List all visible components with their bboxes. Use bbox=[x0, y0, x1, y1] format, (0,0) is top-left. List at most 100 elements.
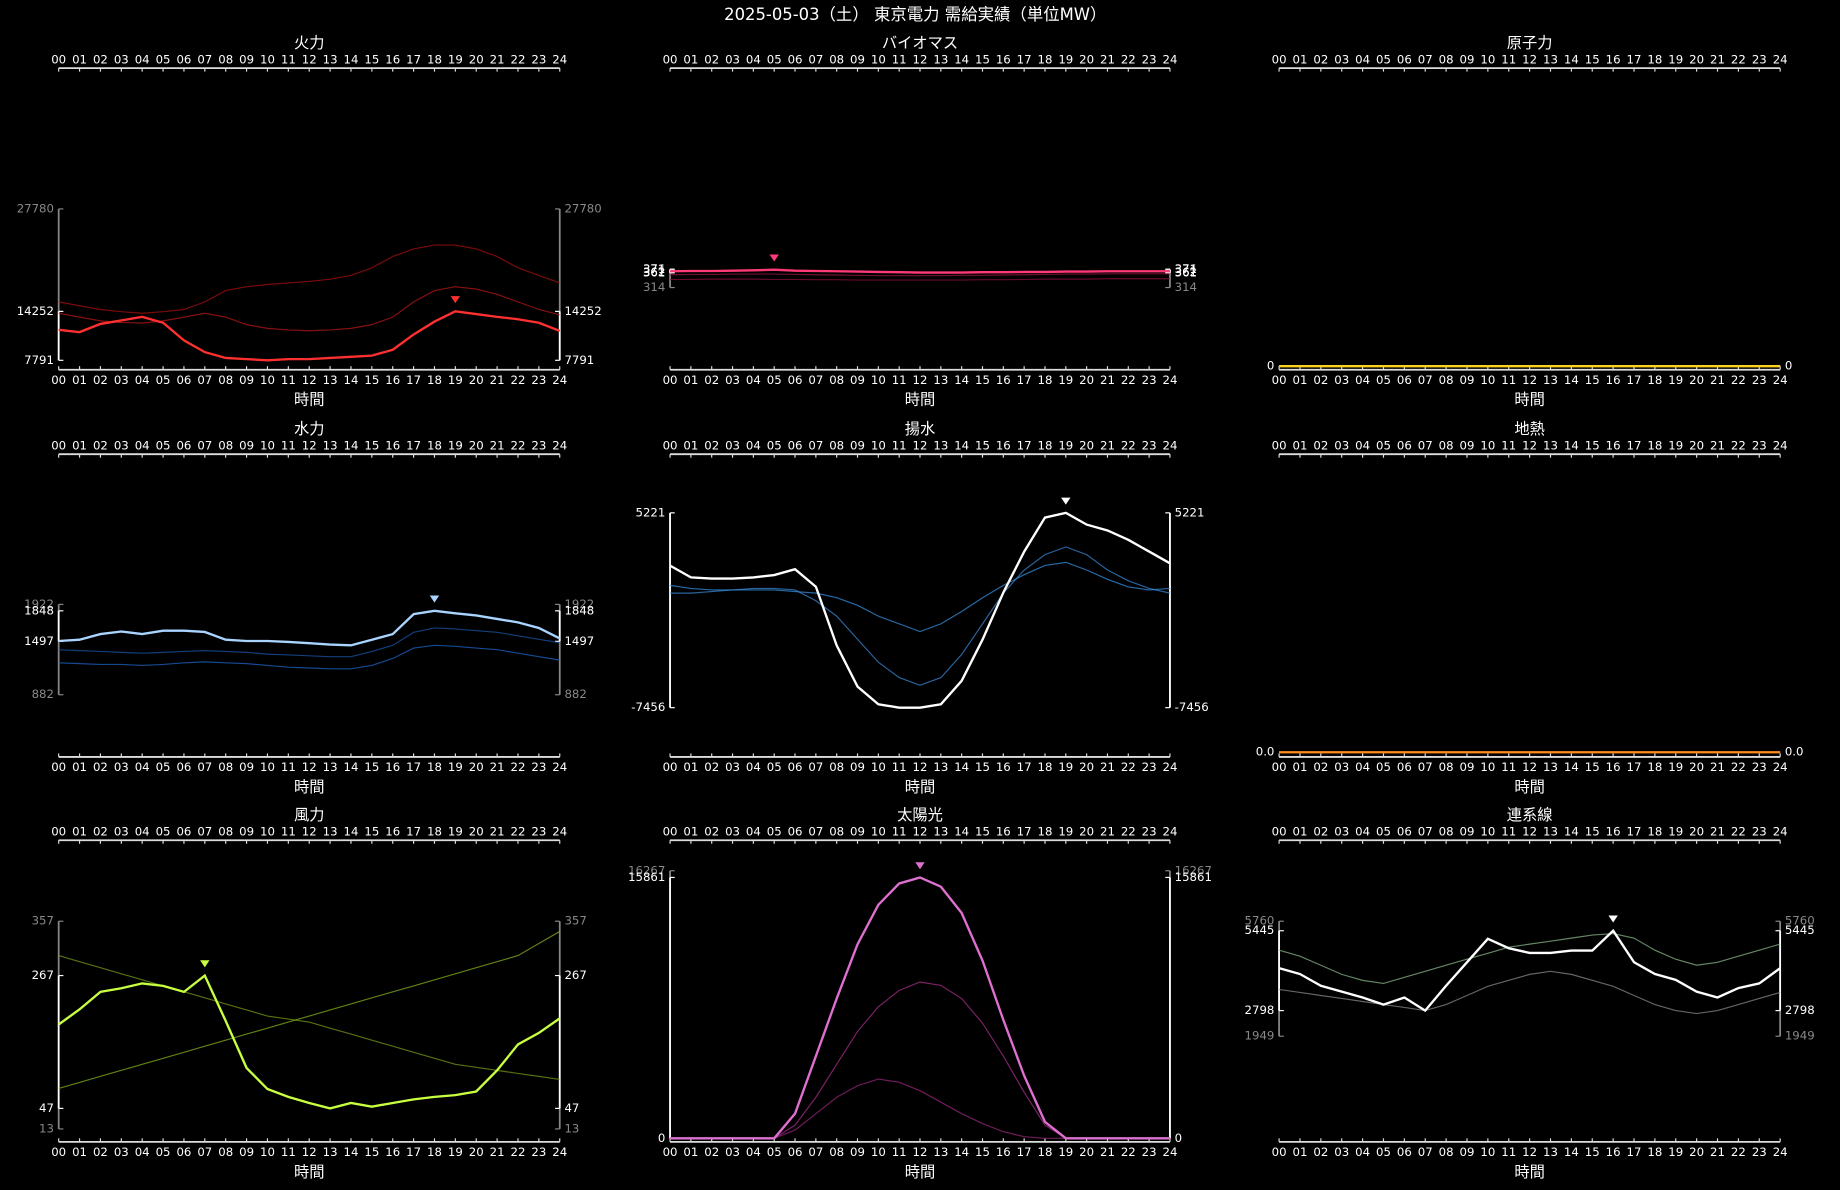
x-tick-label: 01 bbox=[1292, 373, 1307, 387]
x-tick-label: 01 bbox=[683, 52, 698, 66]
x-tick-label: 00 bbox=[1272, 825, 1287, 839]
x-tick-label: 06 bbox=[176, 52, 191, 66]
x-tick-label: 17 bbox=[1627, 825, 1642, 839]
x-tick-label: 07 bbox=[808, 438, 823, 452]
history-line bbox=[1278, 932, 1781, 985]
x-tick-label: 04 bbox=[1355, 1145, 1370, 1159]
y-tick-label: 357 bbox=[32, 914, 54, 928]
x-tick-label: 20 bbox=[469, 825, 484, 839]
x-tick-label: 11 bbox=[892, 373, 907, 387]
x-tick-label: 23 bbox=[1752, 825, 1767, 839]
x-tick-label: 19 bbox=[1058, 438, 1073, 452]
x-tick-label: 14 bbox=[1564, 825, 1579, 839]
x-tick-label: 21 bbox=[490, 438, 505, 452]
x-tick-label: 12 bbox=[1522, 52, 1537, 66]
day-line bbox=[669, 511, 1171, 709]
x-axis-label: 時間 bbox=[905, 778, 935, 796]
x-tick-label: 23 bbox=[1752, 438, 1767, 452]
x-tick-label: 12 bbox=[302, 825, 317, 839]
x-tick-label: 09 bbox=[239, 438, 254, 452]
x-tick-label: 16 bbox=[385, 52, 400, 66]
x-tick-label: 20 bbox=[469, 52, 484, 66]
x-tick-label: 23 bbox=[531, 825, 546, 839]
x-tick-label: 12 bbox=[1522, 1145, 1537, 1159]
x-tick-label: 09 bbox=[1460, 438, 1475, 452]
x-tick-label: 03 bbox=[1334, 438, 1349, 452]
history-line bbox=[58, 244, 560, 314]
x-tick-label: 22 bbox=[1731, 825, 1746, 839]
day-line bbox=[57, 973, 561, 1110]
x-tick-label: 06 bbox=[1397, 52, 1412, 66]
x-tick-label: 09 bbox=[850, 760, 865, 774]
x-tick-label: 23 bbox=[1752, 1145, 1767, 1159]
x-tick-label: 23 bbox=[1142, 438, 1157, 452]
x-tick-label: 12 bbox=[913, 438, 928, 452]
y-tick-label: 13 bbox=[39, 1121, 54, 1135]
x-tick-label: 09 bbox=[850, 438, 865, 452]
x-tick-label: 19 bbox=[1058, 1145, 1073, 1159]
x-tick-label: 07 bbox=[808, 52, 823, 66]
x-tick-label: 04 bbox=[1355, 438, 1370, 452]
x-tick-label: 12 bbox=[913, 52, 928, 66]
x-tick-label: 02 bbox=[1313, 52, 1328, 66]
x-tick-label: 13 bbox=[1543, 373, 1558, 387]
y-tick-label: 7791 bbox=[564, 353, 594, 367]
x-tick-label: 21 bbox=[1710, 373, 1725, 387]
x-tick-label: 21 bbox=[1710, 760, 1725, 774]
x-tick-label: 15 bbox=[1585, 1145, 1600, 1159]
x-tick-label: 16 bbox=[385, 1145, 400, 1159]
x-tick-label: 11 bbox=[281, 825, 296, 839]
x-tick-label: 22 bbox=[511, 373, 526, 387]
x-tick-label: 17 bbox=[1017, 438, 1032, 452]
y-tick-label: 15861 bbox=[1175, 870, 1212, 884]
x-tick-label: 00 bbox=[1272, 373, 1287, 387]
x-tick-label: 06 bbox=[1397, 825, 1412, 839]
y-tick-label: 0.0 bbox=[1256, 745, 1275, 759]
y-tick-label: 7791 bbox=[24, 353, 54, 367]
y-tick-label: 47 bbox=[39, 1101, 54, 1115]
x-tick-label: 01 bbox=[683, 825, 698, 839]
x-tick-label: 14 bbox=[1564, 52, 1579, 66]
x-tick-label: 12 bbox=[1522, 825, 1537, 839]
x-tick-label: 13 bbox=[933, 52, 948, 66]
x-tick-label: 15 bbox=[364, 825, 379, 839]
x-tick-label: 13 bbox=[933, 1145, 948, 1159]
x-tick-label: 08 bbox=[1439, 1145, 1454, 1159]
panel-title: 火力 bbox=[294, 34, 325, 52]
history-line bbox=[670, 546, 1171, 686]
x-tick-label: 05 bbox=[1376, 438, 1391, 452]
x-tick-label: 19 bbox=[448, 438, 463, 452]
y-tick-label: 14252 bbox=[17, 304, 54, 318]
x-tick-label: 16 bbox=[996, 1145, 1011, 1159]
x-tick-label: 03 bbox=[114, 1145, 129, 1159]
x-tick-label: 12 bbox=[1522, 760, 1537, 774]
x-tick-label: 03 bbox=[114, 825, 129, 839]
x-tick-label: 05 bbox=[767, 373, 782, 387]
y-tick-label: 1949 bbox=[1785, 1029, 1815, 1043]
x-tick-label: 24 bbox=[1773, 825, 1788, 839]
x-tick-label: 07 bbox=[808, 373, 823, 387]
x-tick-label: 21 bbox=[1100, 438, 1115, 452]
x-tick-label: 24 bbox=[1773, 52, 1788, 66]
y-tick-label: 0.0 bbox=[1785, 745, 1804, 759]
x-tick-label: 21 bbox=[1100, 373, 1115, 387]
panel-title: 地熱 bbox=[1514, 420, 1545, 438]
x-tick-label: 07 bbox=[197, 825, 212, 839]
x-tick-label: 22 bbox=[1731, 1145, 1746, 1159]
x-tick-label: 04 bbox=[135, 52, 150, 66]
y-tick-label: 0 bbox=[1785, 359, 1792, 373]
y-tick-label: 27780 bbox=[17, 201, 54, 215]
y-tick-label: 14252 bbox=[564, 304, 601, 318]
y-tick-label: 314 bbox=[1175, 280, 1197, 294]
x-tick-label: 20 bbox=[469, 1145, 484, 1159]
x-tick-label: 21 bbox=[1710, 438, 1725, 452]
y-tick-label: 882 bbox=[564, 687, 586, 701]
x-tick-label: 12 bbox=[302, 438, 317, 452]
x-tick-label: 04 bbox=[135, 373, 150, 387]
x-tick-label: 17 bbox=[406, 825, 421, 839]
x-tick-label: 17 bbox=[1627, 373, 1642, 387]
x-tick-label: 01 bbox=[72, 760, 87, 774]
x-tick-label: 20 bbox=[1689, 373, 1704, 387]
x-tick-label: 04 bbox=[746, 1145, 761, 1159]
x-tick-label: 19 bbox=[448, 760, 463, 774]
